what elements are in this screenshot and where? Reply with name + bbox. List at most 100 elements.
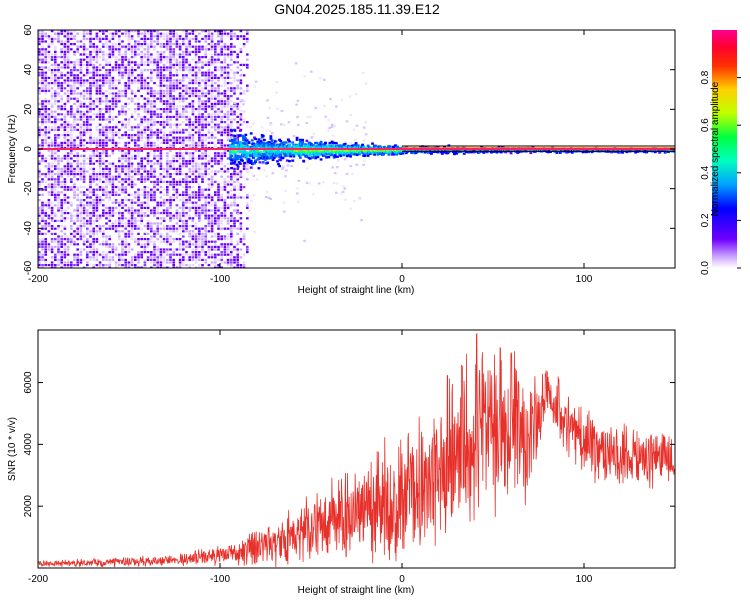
spectrogram-cell (217, 53, 220, 56)
spectrogram-cell (102, 74, 105, 77)
spectrogram-cell (54, 157, 57, 160)
spectrogram-cell (308, 182, 311, 185)
spectrogram-cell (50, 256, 54, 259)
spectrogram-cell (182, 92, 185, 95)
spectrogram-cell (182, 37, 185, 40)
spectrogram-cell (102, 152, 105, 155)
spectrogram-cell (246, 139, 249, 142)
spectrogram-cell (63, 123, 67, 126)
spectrogram-cell (108, 251, 111, 254)
spectrogram-cell (172, 225, 175, 228)
spectrogram-cell (207, 193, 211, 196)
spectrogram-cell (89, 134, 92, 137)
spectrogram-cell (210, 82, 214, 85)
spectrogram-cell (223, 95, 227, 98)
spectrogram-cell (118, 219, 121, 222)
spectrogram-cell (169, 256, 172, 259)
spectrogram-cell (204, 92, 207, 95)
spectrogram-cell (239, 183, 243, 186)
spectrogram-cell (143, 214, 147, 217)
spectrogram-cell (223, 115, 227, 118)
spectrogram-cell (284, 175, 287, 178)
spectrogram-cell (185, 240, 188, 243)
spectrogram-cell (182, 152, 185, 155)
spectrogram-cell (204, 87, 207, 90)
spectrogram-cell (134, 79, 137, 82)
spectrogram-cell (143, 61, 147, 64)
spectrogram-cell (118, 82, 121, 85)
spectrogram-cell (79, 167, 83, 170)
spectrogram-cell (302, 160, 306, 163)
spectrogram-cell (214, 209, 217, 212)
spectrogram-cell (178, 227, 182, 230)
spectrogram-cell (89, 186, 92, 189)
spectrogram-cell (191, 69, 195, 72)
spectrogram-cell (50, 63, 54, 66)
spectrogram-cell (146, 123, 150, 126)
spectrogram-cell (82, 48, 86, 51)
spectrogram-cell (86, 126, 89, 129)
spectrogram-cell (105, 139, 108, 142)
spectrogram-cell (236, 66, 239, 69)
spectrogram-cell (201, 128, 204, 131)
spectrogram-cell (73, 79, 76, 82)
spectrogram-cell (127, 63, 131, 66)
spectrogram-cell (137, 204, 140, 207)
spectrogram-cell (214, 212, 217, 215)
spectrogram-cell (66, 201, 70, 204)
spectrogram-cell (70, 92, 73, 95)
spectrogram-cell (108, 258, 111, 261)
spectrogram-cell (108, 108, 111, 111)
spectrogram-cell (124, 30, 127, 33)
spectrogram-cell (50, 56, 54, 59)
spectrogram-cell (146, 256, 150, 259)
spectrogram-cell (111, 243, 115, 246)
spectrogram-cell (73, 128, 76, 131)
spectrogram-cell (50, 175, 54, 178)
spectrogram-cell (178, 264, 182, 267)
spectrogram-cell (76, 45, 79, 48)
spectrogram-cell (159, 162, 163, 165)
spectrogram-cell (127, 76, 131, 79)
spectrogram-cell (169, 243, 172, 246)
spectrogram-cell (207, 225, 211, 228)
spectrogram-cell (236, 196, 239, 199)
spectrogram-cell (124, 141, 127, 144)
spectrogram-cell (105, 149, 108, 152)
spectrogram-cell (98, 152, 102, 155)
spectrogram-cell (44, 87, 47, 90)
spectrogram-cell (111, 97, 115, 100)
spectrogram-cell (76, 97, 79, 100)
spectrogram-cell (233, 45, 236, 48)
spectrogram-cell (204, 108, 207, 111)
spectrogram-cell (73, 264, 76, 267)
spectrogram-cell (47, 175, 51, 178)
spectrogram-cell (63, 199, 67, 202)
spectrogram-cell (73, 175, 76, 178)
spectrogram-cell (111, 126, 115, 129)
spectrogram-cell (105, 217, 108, 220)
spectrogram-cell (169, 219, 172, 222)
spectrogram-cell (233, 225, 236, 228)
spectrogram-cell (86, 79, 89, 82)
spectrogram-cell (47, 204, 51, 207)
spectrogram-cell (233, 185, 236, 188)
spectrogram-cell (124, 48, 127, 51)
spectrogram-cell (217, 45, 220, 48)
spectrogram-cell (185, 58, 188, 61)
spectrogram-cell (44, 243, 47, 246)
spectrogram-cell (127, 58, 131, 61)
spectrogram-cell (198, 199, 201, 202)
spectrogram-cell (127, 118, 131, 121)
spectrogram-cell (185, 152, 188, 155)
spectrogram-cell (63, 40, 67, 43)
spectrogram-cell (226, 118, 230, 121)
spectrogram-cell (108, 196, 111, 199)
spectrogram-cell (127, 48, 131, 51)
spectrogram-cell (182, 56, 185, 59)
spectrogram-cell (223, 206, 227, 209)
spectrogram-cell (226, 191, 230, 194)
spectrogram-cell (124, 95, 127, 98)
spectrogram-cell (134, 76, 137, 79)
spectrogram-cell (185, 144, 188, 147)
